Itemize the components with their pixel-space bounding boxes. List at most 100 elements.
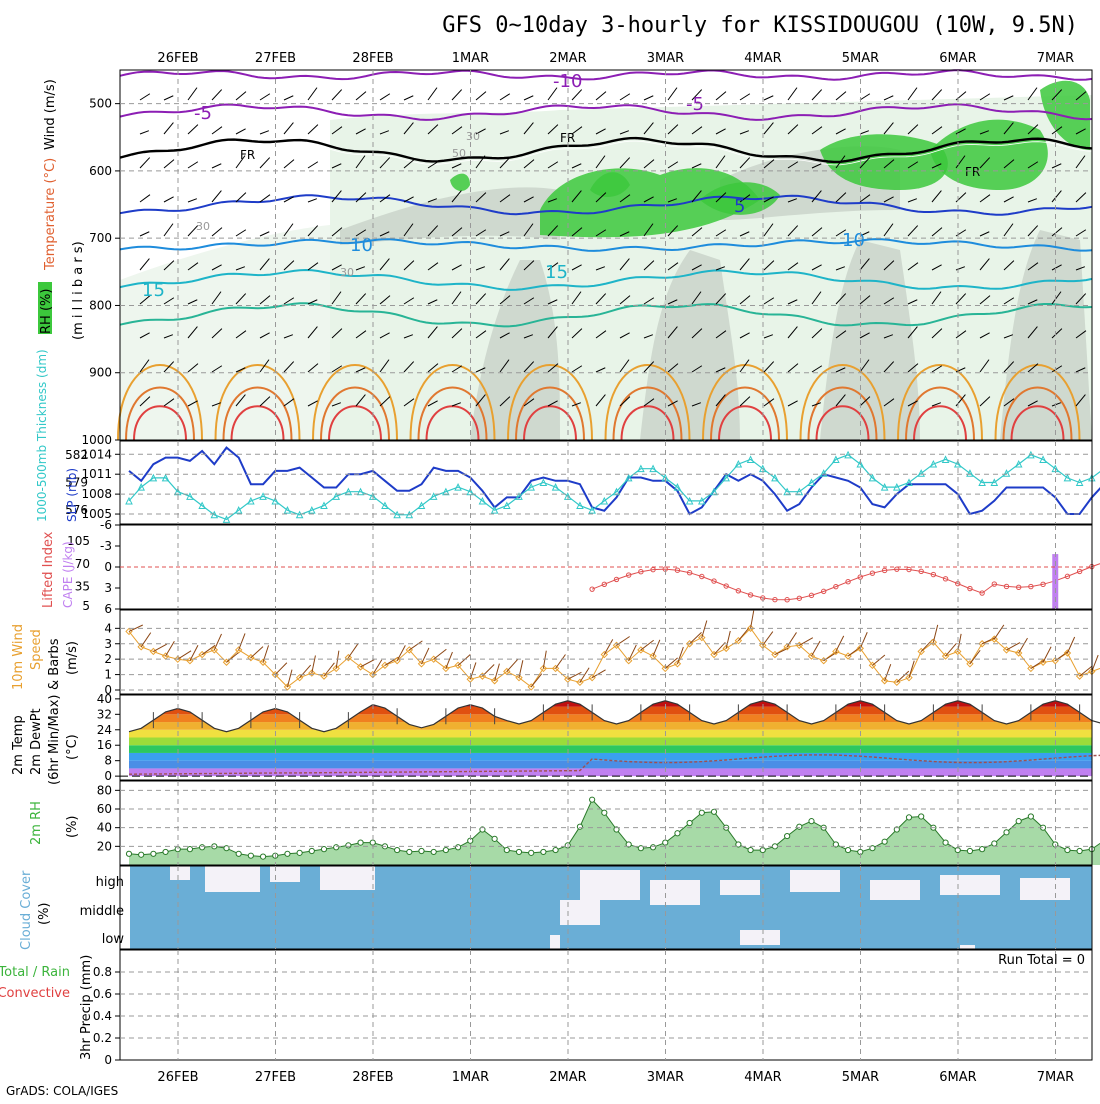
upper-wind-barb <box>403 398 415 407</box>
upper-wind-barb <box>595 91 607 101</box>
thickness-point <box>381 501 389 510</box>
upper-wind-barb <box>1075 229 1087 237</box>
wind10m-content <box>125 610 1100 691</box>
upper-wind-barb <box>979 258 990 271</box>
warm-loop-contour <box>507 364 593 441</box>
rh2m-point <box>186 846 194 853</box>
rh-shade-gray <box>640 250 740 440</box>
upper-wind-barb <box>1051 163 1062 169</box>
wind-speed-point <box>527 683 535 691</box>
thickness-point <box>722 473 730 482</box>
upper-wind-barb <box>259 157 271 169</box>
upper-wind-barb <box>547 326 558 339</box>
upper-wind-barb <box>331 328 343 339</box>
upper-wind-barb <box>595 330 607 339</box>
upper-wind-barb <box>883 159 895 169</box>
rh2m-point <box>491 835 498 842</box>
upper-wind-barb <box>403 334 414 339</box>
upper-wind-barb <box>547 225 559 237</box>
wind-barb <box>409 640 423 651</box>
wind-speed-point <box>564 675 572 683</box>
wind10m-panel: 4 32 10 10m Wind Speed & Barbs (m/s) <box>11 609 1100 697</box>
upper-wind-barb <box>283 260 295 271</box>
upper-wind-barb <box>235 293 247 305</box>
upper-wind-barb <box>595 266 606 271</box>
upper-wind-barb <box>163 398 175 407</box>
lifted-index-point <box>833 583 839 590</box>
lifted-index-tick-label: 3 <box>104 581 112 595</box>
thickness-point <box>173 487 182 496</box>
upper-wind-barb <box>163 223 174 237</box>
wind-barb <box>445 651 453 669</box>
lifted-index-point <box>967 585 973 592</box>
upper-wind-barb <box>403 95 414 101</box>
wind-barb <box>323 662 335 677</box>
upper-wind-barb <box>1075 266 1086 271</box>
wind10m-axes: 4 32 10 <box>104 609 1093 697</box>
temperature-axis-label: Temperature (°C) <box>43 158 58 271</box>
rh2m-area <box>129 799 1100 865</box>
upper-wind-barb <box>763 398 775 407</box>
temp-color-band <box>129 768 1092 777</box>
rh2m-point <box>881 838 888 845</box>
wind-barb <box>799 637 814 646</box>
wind-speed-point <box>722 644 730 653</box>
upper-wind-barb <box>427 299 438 305</box>
thickness-point <box>344 487 353 496</box>
thickness-point <box>868 473 877 482</box>
pressure-axis-label: (m i l l i b a r s) <box>71 241 86 340</box>
wind-barb <box>262 645 270 663</box>
upper-wind-barb <box>163 260 175 271</box>
wind-barb <box>725 630 731 649</box>
temp2m-label-a: 2m Temp <box>11 715 26 775</box>
upper-wind-barb <box>979 231 990 237</box>
thickness-point <box>917 469 925 477</box>
upper-wind-barb <box>811 227 823 237</box>
cloud-level-middle: middle <box>80 904 124 919</box>
rh2m-point <box>649 844 657 851</box>
wind-speed-point <box>295 673 304 682</box>
wind-speed-point <box>222 658 231 666</box>
upper-wind-barb <box>739 359 750 373</box>
thickness-axis-label: 1000-500mb Thickness (dm) <box>35 349 49 522</box>
contour-label-t10b: 10 <box>842 230 865 251</box>
upper-wind-barb <box>499 157 511 169</box>
upper-wind-barb <box>835 229 847 237</box>
upper-wind-barb <box>883 297 895 305</box>
upper-wind-barb <box>715 128 726 135</box>
upper-wind-barb <box>499 359 510 373</box>
thickness-point <box>222 515 231 523</box>
upper-wind-barb <box>499 130 510 135</box>
wind-speed-point <box>734 636 743 645</box>
wind-barb <box>835 635 845 652</box>
wind-barb <box>530 673 543 688</box>
upper-wind-barb <box>1051 291 1062 305</box>
lifted-index-point <box>845 579 851 585</box>
upper-wind-barb <box>691 163 702 169</box>
lifted-index-tick-label: -3 <box>100 539 112 553</box>
upper-wind-barb <box>619 231 630 237</box>
wind-speed-point <box>174 655 182 663</box>
rh2m-point <box>637 845 644 852</box>
thickness-point <box>771 473 779 482</box>
upper-wind-barb <box>955 155 966 169</box>
upper-wind-barb <box>307 326 318 339</box>
slp-tick-label: 1011 <box>81 467 112 481</box>
warm-loop-contour <box>523 405 577 441</box>
warm-loop-contour <box>913 405 967 441</box>
contour-label-rh30a: 30 <box>196 220 210 233</box>
cloud-content <box>130 866 1092 949</box>
thickness-point <box>247 496 255 505</box>
rh-shade-gray <box>340 187 560 245</box>
warm-loop-contour <box>905 386 975 441</box>
upper-wind-barb <box>883 361 895 373</box>
thickness-point <box>405 510 414 519</box>
upper-wind-barb <box>643 297 655 305</box>
upper-wind-barb <box>307 124 319 135</box>
bottom-date-label: 2MAR <box>549 1070 586 1085</box>
upper-wind-barb <box>163 334 174 339</box>
upper-wind-barb <box>475 293 487 305</box>
upper-wind-barb <box>571 402 582 407</box>
upper-wind-barb <box>187 198 198 203</box>
wind-barb <box>713 641 726 655</box>
